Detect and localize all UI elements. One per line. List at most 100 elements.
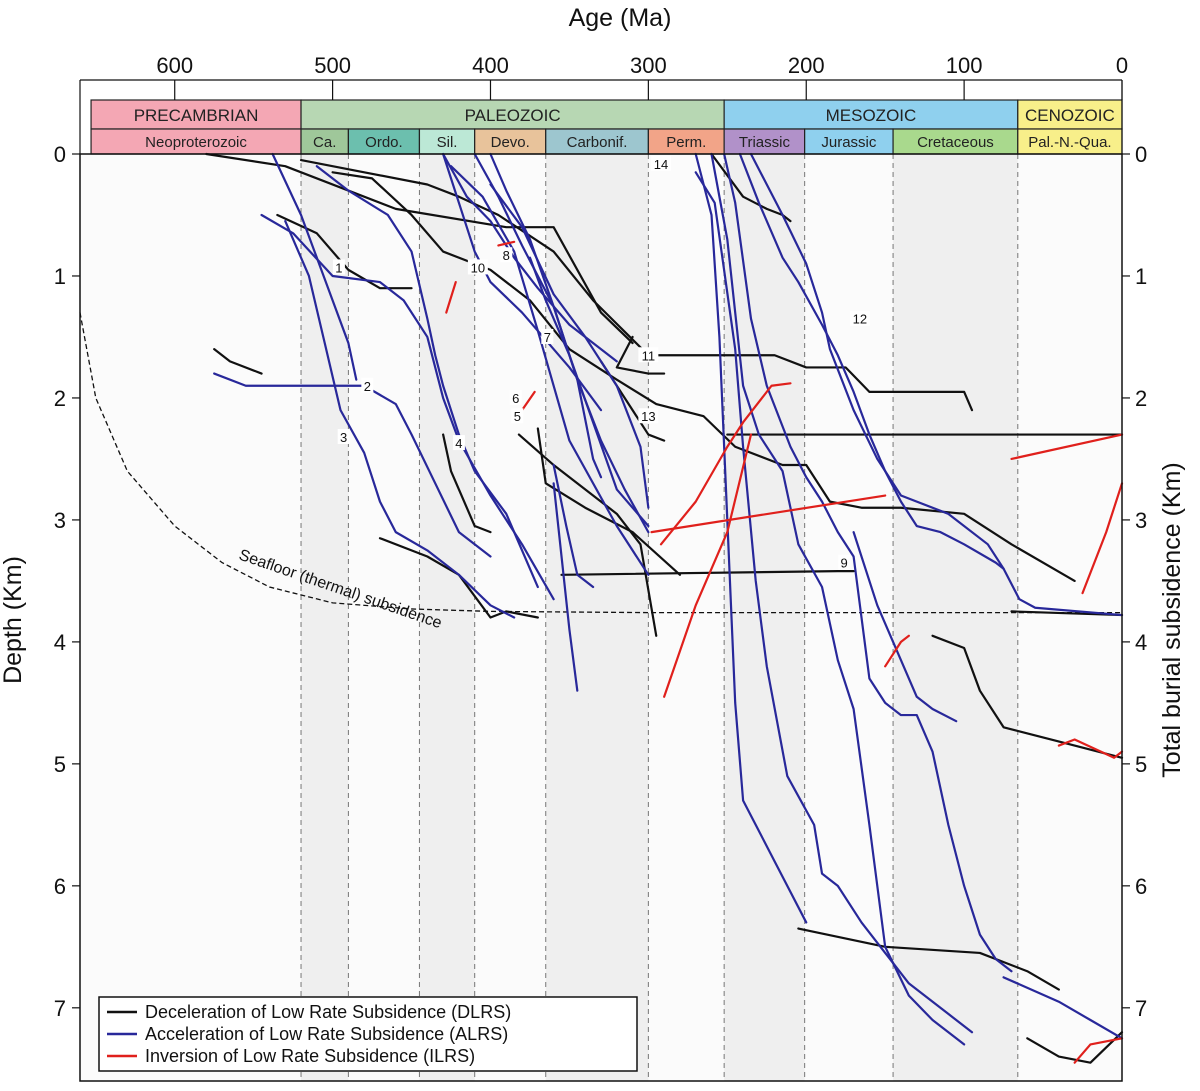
curve-number-label: 4 — [455, 436, 462, 451]
subsidence-series-line — [445, 280, 457, 314]
period-cell — [545, 128, 649, 155]
subsidence-series-line — [442, 433, 492, 534]
subsidence-series-line — [442, 152, 618, 363]
curve-number-label: 6 — [512, 391, 519, 406]
subsidence-series-line — [552, 463, 595, 589]
curve-label-bg — [849, 310, 870, 326]
subsidence-series-line — [931, 634, 1124, 759]
subsidence-series-line — [1026, 1031, 1124, 1064]
geologic-timescale-header: PRECAMBRIAN PALEOZOIC MESOZOIC CENOZOIC Neop… — [90, 99, 1123, 155]
subsidence-series-line — [694, 152, 808, 924]
x-axis-title: Age (Ma) — [569, 4, 672, 32]
y-tick-label-right: 4 — [1135, 630, 1147, 655]
era-label: CENOZOIC — [1025, 106, 1115, 125]
curve-number-label: 11 — [642, 348, 656, 363]
subsidence-series-line — [271, 152, 358, 381]
subsidence-series-line — [560, 570, 855, 576]
x-tick-label: 200 — [788, 53, 825, 78]
period-shade-band — [893, 154, 1018, 1081]
curve-label-bg — [332, 259, 345, 275]
period-label: Triassic — [739, 134, 791, 151]
y-tick-label-right: 7 — [1135, 996, 1147, 1021]
curve-label-bg — [452, 435, 465, 451]
curve-number-label: 12 — [853, 312, 867, 327]
plot-frame — [79, 153, 1123, 1082]
curve-number-label: 1 — [335, 260, 342, 275]
subsidence-series-line — [615, 335, 666, 375]
subsidence-series-line — [449, 165, 650, 576]
y-tick-label-left: 7 — [54, 996, 66, 1021]
subsidence-series-line — [284, 219, 516, 619]
curve-label-bg — [638, 408, 659, 424]
curve-number-label: 10 — [471, 260, 485, 275]
curve-label-bg — [467, 259, 488, 275]
era-label: MESOZOIC — [826, 106, 917, 125]
subsidence-series-line — [520, 390, 536, 412]
subsidence-series-line — [276, 213, 413, 290]
y-tick-label-left: 3 — [54, 508, 66, 533]
subsidence-series-line — [659, 382, 792, 546]
curve-number-label: 14 — [654, 157, 668, 172]
period-cell — [418, 128, 476, 155]
curve-label-bg — [500, 247, 513, 263]
subsidence-series-line — [315, 165, 539, 589]
legend: Deceleration of Low Rate Subsidence (DLR… — [98, 996, 638, 1072]
subsidence-series-line — [1002, 976, 1124, 1040]
curve-number-label: 7 — [544, 330, 551, 345]
subsidence-series-line — [205, 152, 634, 345]
seafloor-curve — [79, 312, 1122, 614]
period-label: Sil. — [437, 134, 458, 151]
y-tick-label-left: 1 — [54, 264, 66, 289]
y-tick-label-right: 5 — [1135, 752, 1147, 777]
era-label: PRECAMBRIAN — [134, 106, 259, 125]
subsidence-series-line — [213, 348, 263, 375]
curve-label-bg — [638, 347, 659, 363]
period-label: Pal.-N.-Qua. — [1028, 134, 1111, 151]
subsidence-series-line — [552, 482, 579, 692]
y-tick-label-right: 3 — [1135, 508, 1147, 533]
curve-label-bg — [838, 554, 851, 570]
period-shade-band — [301, 154, 349, 1081]
subsidence-series-line — [738, 152, 1005, 570]
subsidence-series-line — [331, 171, 1076, 583]
subsidence-series-line — [663, 433, 753, 698]
legend-entry: Acceleration of Low Rate Subsidence (ALR… — [145, 1024, 508, 1044]
subsidence-series-line — [260, 213, 555, 601]
curve-label-bg — [541, 328, 554, 344]
curve-number-label: 5 — [514, 409, 521, 424]
period-label: Devo. — [491, 134, 530, 151]
legend-entry: Inversion of Low Rate Subsidence (ILRS) — [145, 1046, 475, 1066]
axes: 600 500 400 300 200 100 00 01 12 23 34 45 56 67 7 — [54, 53, 1147, 1082]
era-cell — [300, 99, 725, 130]
subsidence-series-line — [442, 152, 603, 412]
y-axis-left-title: Depth (Km) — [0, 556, 27, 684]
period-boundary-gridlines — [300, 154, 1019, 1081]
subsidence-series-line — [378, 537, 539, 619]
subsidence-series-line — [1010, 433, 1124, 461]
y-tick-label-left: 2 — [54, 386, 66, 411]
subsidence-series-line — [650, 494, 887, 534]
subsidence-series-line — [1073, 1037, 1124, 1064]
subsidence-series-line — [723, 152, 1013, 973]
period-label: Neoproterozoic — [145, 134, 247, 151]
period-label: Ca. — [313, 134, 336, 151]
y-axis-right-title: Total burial subsidence (Km) — [1158, 462, 1186, 777]
curve-label-bg — [511, 408, 524, 424]
y-tick-label-left: 5 — [54, 752, 66, 777]
x-tick-label: 100 — [946, 53, 983, 78]
period-shade-band — [545, 154, 649, 1081]
subsidence-curves — [205, 152, 1124, 1064]
legend-entry: Deceleration of Low Rate Subsidence (DLR… — [145, 1002, 511, 1022]
subsidence-series-line — [299, 158, 974, 412]
subsidence-series-line — [852, 531, 958, 723]
period-cell — [474, 128, 547, 155]
subsidence-series-line — [694, 171, 974, 1034]
period-label: Ordo. — [365, 134, 403, 151]
y-tick-label-right: 1 — [1135, 264, 1147, 289]
y-tick-label-right: 2 — [1135, 386, 1147, 411]
x-tick-label: 0 — [1116, 53, 1128, 78]
plot-background — [80, 154, 1122, 1081]
y-tick-label-left: 0 — [54, 142, 66, 167]
